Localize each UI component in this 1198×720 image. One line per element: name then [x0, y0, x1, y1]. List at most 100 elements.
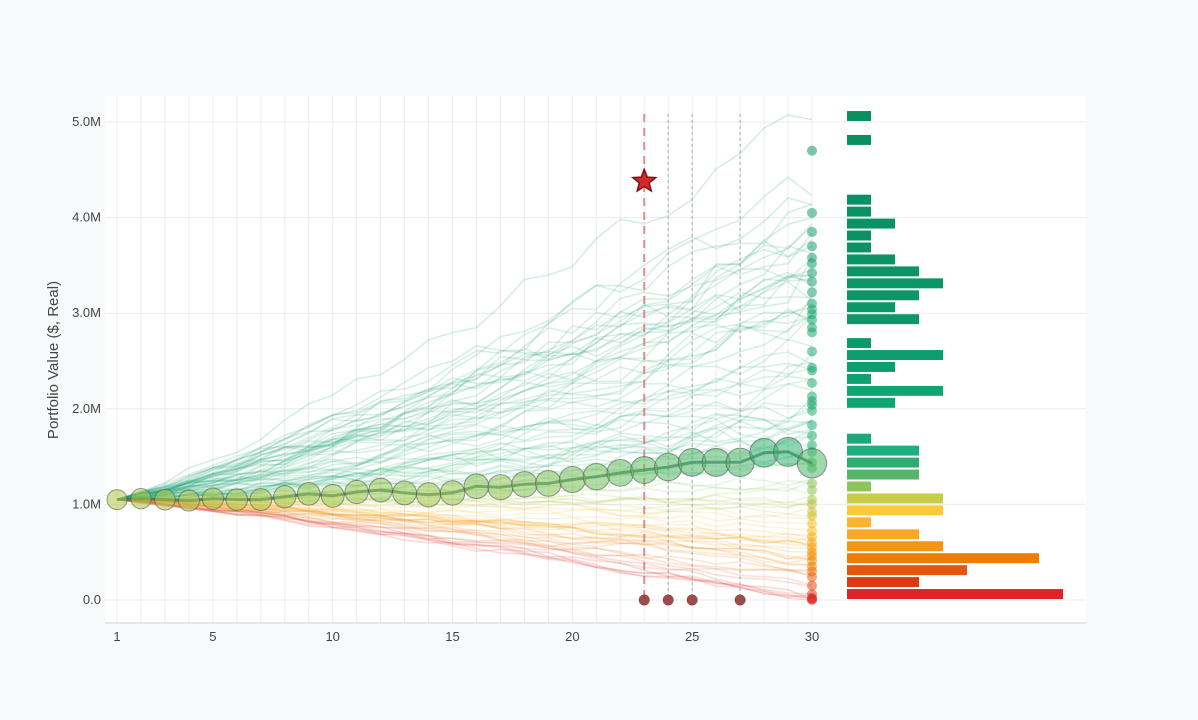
- final-value-point: [807, 580, 817, 591]
- final-value-point: [807, 518, 817, 529]
- simulated-path: [116, 498, 813, 595]
- final-value-point: [807, 377, 817, 388]
- final-value-point: [807, 430, 817, 441]
- final-value-point: [807, 268, 817, 279]
- simulated-path: [116, 176, 813, 501]
- simulated-path: [116, 498, 813, 601]
- histogram-bar: [847, 266, 919, 277]
- simulated-path: [116, 397, 813, 501]
- final-value-point: [807, 405, 817, 416]
- histogram-bar: [847, 457, 919, 468]
- histogram-bar: [847, 577, 919, 588]
- y-tick-label: 2.0M: [72, 401, 101, 416]
- histogram-bar: [847, 206, 871, 217]
- median-bubble: [630, 455, 659, 485]
- histogram-bar: [847, 553, 1039, 564]
- y-tick-label: 0.0: [83, 592, 101, 607]
- simulated-path: [116, 498, 813, 600]
- histogram-bar: [847, 111, 871, 121]
- simulated-path: [116, 315, 813, 501]
- median-series: [106, 436, 828, 512]
- simulated-path: [116, 306, 813, 501]
- histogram: [847, 111, 1063, 599]
- median-bubble: [106, 489, 128, 511]
- simulated-path: [116, 338, 813, 501]
- final-value-point: [807, 572, 817, 583]
- depletion-event-point: [638, 594, 650, 606]
- simulated-path: [116, 314, 813, 501]
- median-bubble: [511, 471, 538, 498]
- y-axis-title: Portfolio Value ($, Real): [45, 281, 62, 439]
- final-value-point: [807, 510, 817, 521]
- simulated-path: [116, 255, 813, 501]
- median-bubble: [606, 458, 635, 487]
- median-bubble: [344, 479, 369, 505]
- simulated-path: [116, 361, 813, 501]
- final-value-point: [807, 499, 817, 510]
- final-value-points: [807, 145, 817, 605]
- median-bubble: [558, 466, 586, 494]
- simulated-path: [116, 257, 813, 501]
- x-tick-label: 5: [209, 629, 216, 644]
- final-value-point: [807, 595, 817, 605]
- median-bubble: [415, 482, 442, 508]
- simulated-path: [116, 114, 813, 501]
- median-bubble: [320, 483, 345, 508]
- median-bubble: [463, 473, 490, 500]
- histogram-bar: [847, 529, 919, 540]
- simulated-path: [116, 244, 813, 501]
- simulated-path: [116, 498, 813, 586]
- simulated-path: [116, 291, 813, 501]
- final-value-point: [807, 226, 817, 237]
- median-bubble: [439, 480, 466, 506]
- y-tick-label: 1.0M: [72, 496, 101, 511]
- simulated-path: [116, 269, 813, 501]
- simulated-path: [116, 498, 813, 588]
- y-tick-label: 4.0M: [72, 210, 101, 225]
- simulated-path: [116, 245, 813, 501]
- final-value-point: [807, 207, 817, 218]
- simulated-path: [116, 295, 813, 501]
- simulated-path: [116, 314, 813, 501]
- simulated-path: [116, 378, 813, 501]
- final-value-point: [807, 327, 817, 338]
- median-bubble: [225, 488, 249, 511]
- simulated-path: [116, 404, 813, 501]
- x-tick-label: 25: [685, 629, 699, 644]
- median-bubble: [392, 480, 418, 506]
- final-value-point: [807, 365, 817, 376]
- simulated-path: [116, 351, 813, 501]
- final-value-point: [807, 420, 817, 431]
- x-tick-label: 20: [565, 629, 579, 644]
- simulated-path: [116, 278, 813, 501]
- final-value-point: [807, 258, 817, 269]
- histogram-bar: [847, 290, 919, 301]
- median-bubble: [130, 488, 152, 510]
- median-bubble: [154, 488, 176, 511]
- median-bubble: [273, 485, 297, 509]
- histogram-bar: [847, 314, 919, 325]
- simulated-path: [116, 310, 813, 501]
- simulated-path: [116, 498, 813, 566]
- histogram-bar: [847, 338, 871, 349]
- histogram-bar: [847, 278, 943, 289]
- final-value-point: [807, 287, 817, 298]
- simulated-path: [116, 280, 813, 501]
- histogram-bar: [847, 218, 895, 229]
- simulated-path: [116, 222, 813, 501]
- histogram-bar: [847, 373, 871, 384]
- final-value-point: [807, 314, 817, 325]
- median-bubble: [487, 474, 514, 501]
- simulated-path: [116, 362, 813, 501]
- simulated-path: [116, 232, 813, 501]
- histogram-bar: [847, 254, 895, 265]
- histogram-bar: [847, 194, 871, 205]
- depletion-event-point: [734, 594, 746, 606]
- simulated-path: [116, 498, 813, 598]
- median-bubble: [534, 469, 562, 497]
- simulated-path: [116, 353, 813, 501]
- simulated-path: [116, 301, 813, 501]
- histogram-bar: [847, 350, 943, 360]
